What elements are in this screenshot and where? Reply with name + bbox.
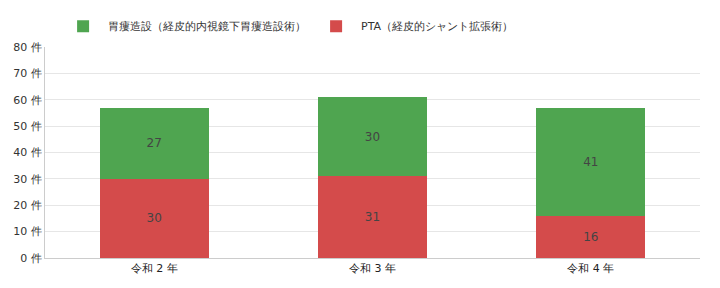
- svg-text:80 件: 80 件: [13, 41, 42, 54]
- svg-text:70 件: 70 件: [13, 67, 42, 80]
- svg-text:40 件: 40 件: [13, 146, 42, 159]
- svg-text:20 件: 20 件: [13, 199, 42, 212]
- svg-text:27: 27: [147, 136, 162, 150]
- svg-text:令和 4 年: 令和 4 年: [567, 262, 614, 275]
- svg-text:41: 41: [583, 155, 598, 169]
- svg-text:30: 30: [147, 211, 162, 225]
- svg-text:令和 3 年: 令和 3 年: [349, 262, 396, 275]
- svg-text:令和 2 年: 令和 2 年: [131, 262, 178, 275]
- svg-text:60 件: 60 件: [13, 94, 42, 107]
- svg-text:16: 16: [583, 230, 598, 244]
- svg-text:30: 30: [365, 130, 380, 144]
- svg-text:胃瘻造設（経皮的内視鏡下胃瘻造設術）: 胃瘻造設（経皮的内視鏡下胃瘻造設術）: [108, 20, 306, 33]
- svg-text:31: 31: [365, 210, 380, 224]
- svg-text:PTA（経皮的シャント拡張術）: PTA（経皮的シャント拡張術）: [361, 20, 513, 33]
- svg-text:10 件: 10 件: [13, 225, 42, 238]
- svg-text:30 件: 30 件: [13, 173, 42, 186]
- svg-text:50 件: 50 件: [13, 120, 42, 133]
- svg-text:0 件: 0 件: [20, 252, 42, 265]
